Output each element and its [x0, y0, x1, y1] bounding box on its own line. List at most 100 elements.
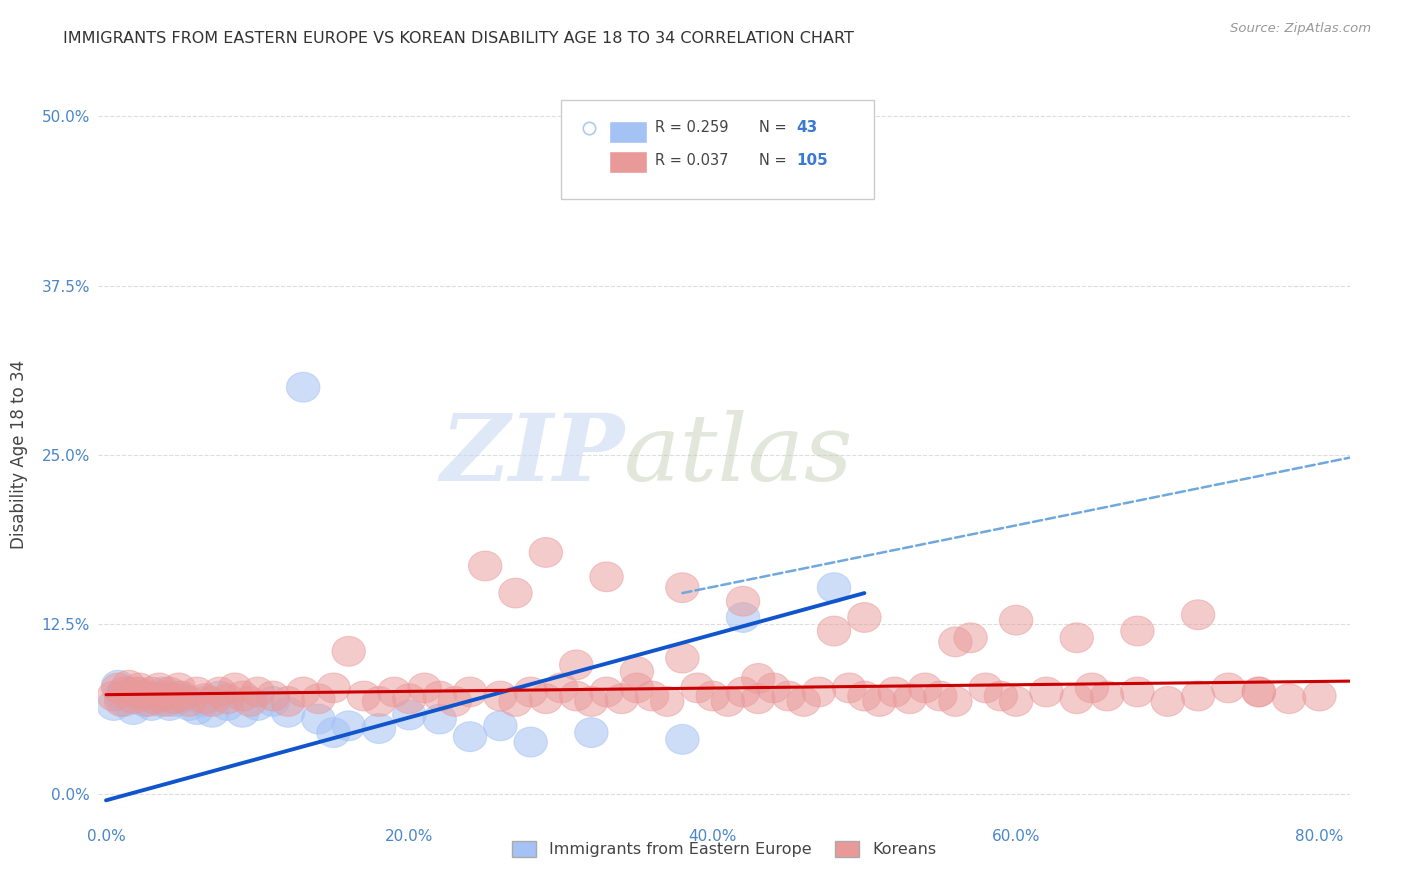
Ellipse shape [180, 695, 214, 724]
Ellipse shape [97, 690, 131, 721]
Ellipse shape [165, 684, 198, 714]
Ellipse shape [1076, 673, 1108, 703]
Ellipse shape [803, 677, 835, 706]
Ellipse shape [408, 673, 441, 703]
Text: ZIP: ZIP [440, 410, 624, 500]
Ellipse shape [107, 687, 141, 716]
Ellipse shape [122, 677, 156, 706]
Ellipse shape [741, 684, 775, 714]
Ellipse shape [620, 673, 654, 703]
Ellipse shape [316, 718, 350, 747]
Ellipse shape [347, 681, 381, 711]
Ellipse shape [202, 681, 236, 711]
Ellipse shape [256, 687, 290, 716]
Ellipse shape [1029, 677, 1063, 706]
Ellipse shape [575, 718, 607, 747]
Ellipse shape [211, 684, 245, 714]
Text: IMMIGRANTS FROM EASTERN EUROPE VS KOREAN DISABILITY AGE 18 TO 34 CORRELATION CHA: IMMIGRANTS FROM EASTERN EUROPE VS KOREAN… [63, 31, 855, 46]
Ellipse shape [122, 673, 156, 703]
Ellipse shape [287, 372, 321, 402]
Ellipse shape [226, 698, 259, 727]
Ellipse shape [848, 681, 882, 711]
Text: 43: 43 [797, 120, 818, 136]
Ellipse shape [188, 684, 221, 714]
Ellipse shape [1181, 681, 1215, 711]
Ellipse shape [787, 687, 821, 716]
Ellipse shape [741, 664, 775, 693]
Ellipse shape [817, 616, 851, 646]
Ellipse shape [363, 687, 395, 716]
Ellipse shape [271, 698, 305, 727]
Ellipse shape [605, 684, 638, 714]
Ellipse shape [1121, 677, 1154, 706]
Ellipse shape [377, 677, 411, 706]
Bar [609, 120, 647, 143]
Ellipse shape [529, 684, 562, 714]
Ellipse shape [969, 673, 1002, 703]
Ellipse shape [142, 687, 176, 716]
Ellipse shape [817, 573, 851, 603]
Ellipse shape [681, 673, 714, 703]
Ellipse shape [877, 677, 911, 706]
Legend: Immigrants from Eastern Europe, Koreans: Immigrants from Eastern Europe, Koreans [506, 835, 942, 863]
Ellipse shape [195, 687, 229, 716]
Ellipse shape [1212, 673, 1246, 703]
Ellipse shape [332, 711, 366, 740]
Ellipse shape [150, 684, 183, 714]
Ellipse shape [848, 603, 882, 632]
Text: N =: N = [759, 153, 787, 169]
Ellipse shape [651, 687, 683, 716]
Ellipse shape [233, 687, 267, 716]
Ellipse shape [101, 670, 135, 700]
Ellipse shape [117, 684, 150, 714]
Ellipse shape [1000, 606, 1033, 635]
Ellipse shape [138, 684, 172, 714]
Ellipse shape [256, 681, 290, 711]
Ellipse shape [591, 562, 623, 591]
Ellipse shape [112, 670, 145, 700]
Ellipse shape [173, 687, 207, 716]
Text: N =: N = [759, 120, 787, 136]
Ellipse shape [423, 704, 457, 734]
Ellipse shape [529, 538, 562, 567]
Ellipse shape [1181, 599, 1215, 630]
Ellipse shape [984, 681, 1018, 711]
Ellipse shape [484, 681, 517, 711]
Ellipse shape [1091, 681, 1123, 711]
Ellipse shape [195, 698, 229, 727]
Ellipse shape [117, 695, 150, 724]
Ellipse shape [665, 643, 699, 673]
Ellipse shape [97, 681, 131, 711]
Ellipse shape [107, 677, 141, 706]
Ellipse shape [138, 684, 172, 714]
Ellipse shape [157, 684, 191, 714]
Ellipse shape [863, 687, 896, 716]
Ellipse shape [665, 573, 699, 603]
Ellipse shape [218, 673, 252, 703]
Y-axis label: Disability Age 18 to 34: Disability Age 18 to 34 [10, 360, 28, 549]
Ellipse shape [240, 690, 274, 721]
Ellipse shape [727, 586, 759, 616]
Ellipse shape [101, 673, 135, 703]
Ellipse shape [1152, 687, 1184, 716]
Ellipse shape [302, 704, 335, 734]
Ellipse shape [756, 673, 790, 703]
Ellipse shape [153, 677, 187, 706]
Ellipse shape [188, 687, 221, 716]
Text: Source: ZipAtlas.com: Source: ZipAtlas.com [1230, 22, 1371, 36]
Ellipse shape [499, 578, 533, 608]
Ellipse shape [120, 684, 153, 714]
Ellipse shape [575, 687, 607, 716]
Ellipse shape [1241, 677, 1275, 706]
Ellipse shape [620, 657, 654, 687]
Ellipse shape [1121, 616, 1154, 646]
Ellipse shape [711, 687, 745, 716]
Ellipse shape [127, 687, 160, 716]
Ellipse shape [148, 681, 180, 711]
Ellipse shape [544, 673, 578, 703]
Ellipse shape [162, 681, 195, 711]
Ellipse shape [271, 687, 305, 716]
Ellipse shape [104, 687, 138, 716]
Ellipse shape [439, 687, 471, 716]
Ellipse shape [173, 690, 207, 721]
